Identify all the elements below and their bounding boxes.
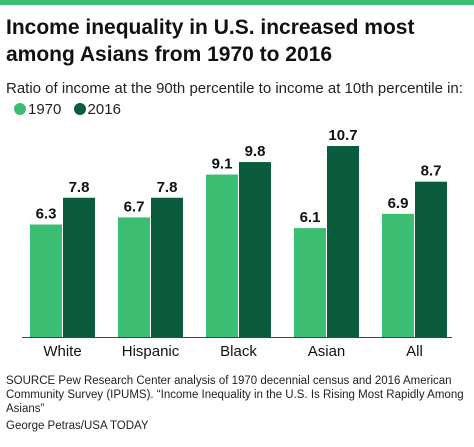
bar-black-1970	[206, 174, 238, 337]
source-note: SOURCE Pew Research Center analysis of 1…	[6, 375, 464, 415]
bar-black-2016	[239, 162, 271, 337]
category-labels-group: White Hispanic Black Asian All	[43, 343, 423, 360]
bar-hispanic-1970	[118, 217, 150, 337]
legend-swatch-2016	[73, 103, 86, 115]
value-label-all-1970: 6.9	[388, 195, 409, 212]
top-accent-bar	[0, 0, 474, 5]
category-label-all: All	[406, 343, 423, 360]
value-label-asian-1970: 6.1	[300, 209, 321, 226]
category-label-white: White	[43, 343, 81, 360]
value-label-hispanic-2016: 7.8	[157, 179, 178, 196]
chart-title: Income inequality in U.S. increased most…	[6, 16, 415, 66]
bar-asian-2016	[327, 146, 359, 337]
bar-white-2016	[63, 197, 95, 337]
value-label-hispanic-1970: 6.7	[124, 198, 145, 215]
subtitle-text: Ratio of income at the 90th percentile t…	[6, 80, 463, 97]
bar-all-1970	[382, 213, 414, 337]
bar-asian-1970	[294, 228, 326, 337]
legend-swatch-1970	[14, 103, 26, 115]
legend-label-2016: 2016	[87, 101, 121, 118]
value-label-asian-2016: 10.7	[328, 127, 357, 144]
bar-hispanic-2016	[151, 197, 183, 337]
legend-label-1970: 1970	[28, 101, 62, 118]
credit-line: George Petras/USA TODAY	[6, 420, 149, 432]
bar-white-1970	[30, 224, 62, 337]
value-label-black-2016: 9.8	[245, 143, 266, 160]
category-label-asian: Asian	[308, 343, 346, 360]
value-label-white-2016: 7.8	[69, 179, 90, 196]
category-label-hispanic: Hispanic	[122, 343, 180, 360]
chart-subtitle: Ratio of income at the 90th percentile t…	[6, 78, 470, 120]
value-label-black-1970: 9.1	[212, 156, 233, 173]
value-label-white-1970: 6.3	[36, 206, 57, 223]
category-label-black: Black	[220, 343, 257, 360]
value-label-all-2016: 8.7	[421, 163, 442, 180]
bar-all-2016	[415, 181, 447, 337]
bars-group: 6.3 7.8 6.7 7.8 9.1 9.8 6.1 10.7 6.9 8.7	[30, 127, 447, 337]
